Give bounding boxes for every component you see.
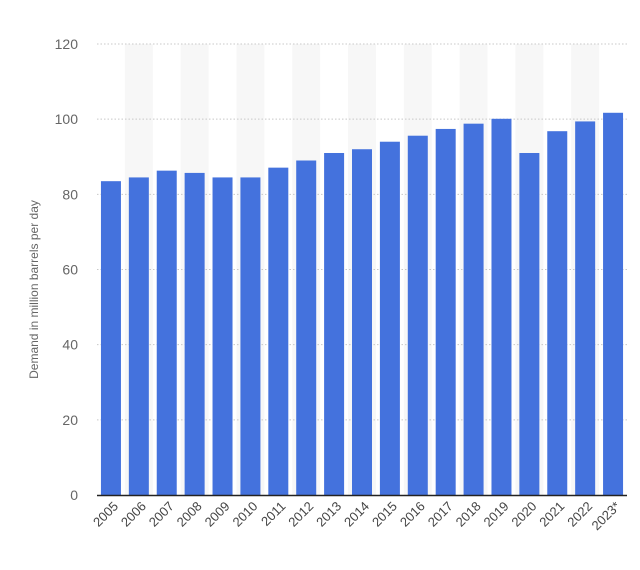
bar-2021[interactable] xyxy=(547,131,568,495)
bar-2019[interactable] xyxy=(491,118,512,495)
x-tick-label: 2018 xyxy=(453,499,484,530)
x-tick-label: 2023* xyxy=(589,499,624,534)
y-tick-labels: 0 20 40 60 80 100 120 xyxy=(55,36,79,503)
bar-2006[interactable] xyxy=(128,177,149,495)
x-tick-labels: 2005200620072008200920102011201220132014… xyxy=(90,499,623,534)
x-tick-label: 2017 xyxy=(425,499,456,530)
y-tick-label: 120 xyxy=(55,36,79,52)
x-tick-label: 2013 xyxy=(313,499,344,530)
bar-2017[interactable] xyxy=(435,128,456,495)
bar-2023*[interactable] xyxy=(603,112,624,495)
bars xyxy=(100,112,624,496)
bar-2005[interactable] xyxy=(100,181,121,495)
y-tick-label: 60 xyxy=(62,262,78,278)
bar-2007[interactable] xyxy=(156,170,177,496)
bar-2020[interactable] xyxy=(519,152,540,495)
x-tick-label: 2014 xyxy=(341,499,372,530)
x-tick-label: 2005 xyxy=(90,499,121,530)
y-tick-label: 20 xyxy=(62,412,78,428)
x-tick-label: 2015 xyxy=(369,499,400,530)
bar-2013[interactable] xyxy=(324,152,345,495)
bar-2018[interactable] xyxy=(463,123,484,495)
x-tick-label: 2009 xyxy=(202,499,233,530)
bar-2016[interactable] xyxy=(407,135,428,495)
bar-2010[interactable] xyxy=(240,177,261,495)
x-tick-label: 2011 xyxy=(258,499,288,529)
x-tick-label: 2019 xyxy=(481,499,512,530)
y-tick-label: 40 xyxy=(62,337,78,353)
x-tick-label: 2020 xyxy=(508,499,539,530)
x-tick-label: 2016 xyxy=(397,499,428,530)
bar-2022[interactable] xyxy=(575,121,596,496)
x-tick-label: 2010 xyxy=(229,499,260,530)
bar-2008[interactable] xyxy=(184,172,205,495)
bar-2012[interactable] xyxy=(296,160,317,495)
bar-2011[interactable] xyxy=(268,167,289,495)
y-tick-label: 80 xyxy=(62,186,78,202)
x-tick-label: 2008 xyxy=(174,499,205,530)
y-axis-title: Demand in million barrels per day xyxy=(27,200,41,379)
x-tick-label: 2021 xyxy=(536,499,567,530)
x-tick-label: 2007 xyxy=(146,499,177,530)
x-tick-label: 2012 xyxy=(285,499,316,530)
bar-2015[interactable] xyxy=(379,141,400,495)
y-tick-label: 0 xyxy=(70,487,78,503)
y-tick-label: 100 xyxy=(55,111,79,127)
x-tick-label: 2006 xyxy=(118,499,149,530)
bar-2014[interactable] xyxy=(352,149,372,495)
bar-2009[interactable] xyxy=(212,177,233,495)
